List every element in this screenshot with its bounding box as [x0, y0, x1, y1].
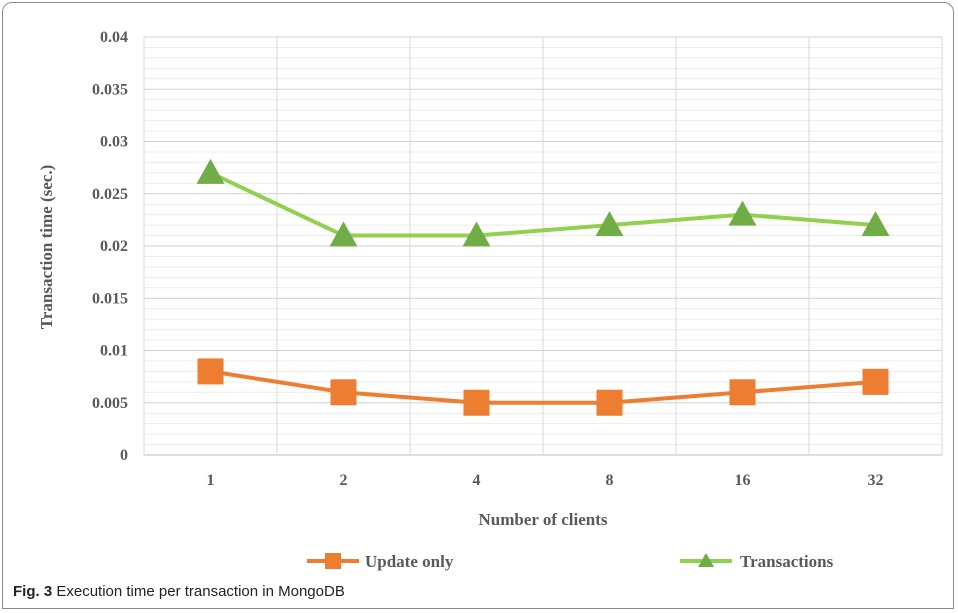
data-point-triangle: [595, 211, 624, 237]
series-layer: [196, 158, 890, 416]
x-tick-label: 32: [868, 472, 884, 489]
data-point-square: [197, 358, 224, 385]
x-tick-label: 16: [735, 472, 751, 489]
data-point-triangle: [728, 200, 757, 226]
data-point-triangle: [329, 221, 358, 247]
data-point-square: [463, 389, 490, 416]
y-axis-title: Transaction time (sec.): [37, 165, 56, 329]
figure-caption-text: Execution time per transaction in MongoD…: [56, 583, 345, 600]
data-point-triangle: [196, 158, 225, 184]
series-line: [209, 171, 876, 238]
y-tick-label: 0: [120, 447, 128, 464]
x-axis-title: Number of clients: [478, 510, 607, 529]
y-tick-label: 0.025: [92, 186, 128, 203]
data-point-square: [862, 368, 889, 395]
legend: Update only Transactions: [307, 552, 834, 571]
y-tick-label: 0.035: [92, 81, 128, 98]
legend-swatch-triangle: [698, 553, 714, 567]
y-tick-label: 0.015: [92, 290, 128, 307]
y-tick-label: 0.03: [100, 134, 128, 151]
legend-label: Transactions: [740, 552, 834, 571]
x-tick-label: 1: [207, 472, 215, 489]
figure-caption: Fig. 3 Execution time per transaction in…: [13, 583, 345, 600]
y-tick-label: 0.01: [100, 343, 128, 360]
figure-label: Fig. 3: [13, 583, 53, 600]
x-axis-ticks: 1 2 4 8 16 32: [207, 472, 884, 489]
legend-swatch-square: [325, 553, 341, 569]
series-line: [210, 369, 876, 405]
data-point-triangle: [861, 211, 890, 237]
data-point-triangle: [462, 221, 491, 247]
y-axis-ticks: 0 0.005 0.01 0.015 0.02 0.025 0.03 0.035 0.04: [92, 29, 128, 464]
vertical-gridlines: [143, 37, 943, 455]
y-tick-label: 0.02: [100, 238, 128, 255]
data-point-square: [330, 379, 357, 406]
y-tick-label: 0.04: [100, 29, 128, 46]
x-tick-label: 8: [606, 472, 614, 489]
data-point-square: [729, 379, 756, 406]
x-tick-label: 2: [340, 472, 348, 489]
legend-label: Update only: [365, 552, 454, 571]
data-point-square: [596, 389, 623, 416]
x-tick-label: 4: [473, 472, 481, 489]
y-tick-label: 0.005: [92, 395, 128, 412]
